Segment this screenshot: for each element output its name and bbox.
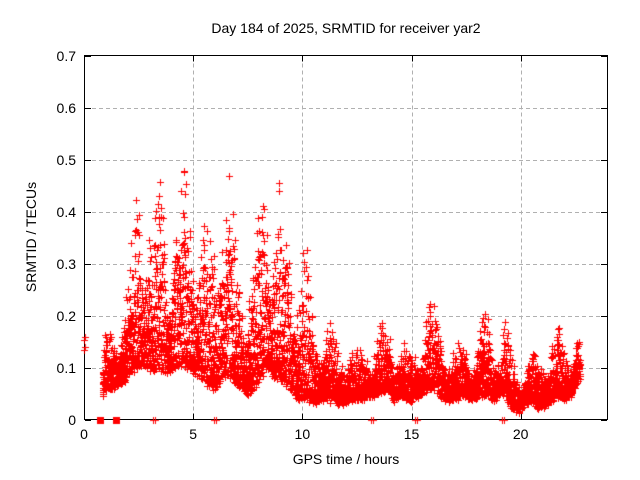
y-tick-label: 0.2 bbox=[56, 307, 76, 324]
y-tick-label: 0.1 bbox=[56, 359, 76, 376]
y-tick-label: 0.7 bbox=[56, 47, 76, 64]
y-tick-label: 0.4 bbox=[56, 203, 76, 220]
y-tick-label: 0.5 bbox=[56, 151, 76, 168]
y-tick-label: 0.6 bbox=[56, 99, 76, 116]
x-tick-label: 0 bbox=[80, 426, 88, 442]
x-tick-label: 10 bbox=[294, 426, 311, 442]
x-tick-label: 15 bbox=[403, 426, 420, 442]
y-tick-label: 0.3 bbox=[56, 255, 76, 272]
x-tick-label: 20 bbox=[512, 426, 529, 442]
x-axis-label: GPS time / hours bbox=[292, 451, 400, 467]
y-axis-label: SRMTID / TECUs bbox=[23, 181, 39, 293]
chart-title: Day 184 of 2025, SRMTID for receiver yar… bbox=[211, 20, 481, 36]
x-tick-label: 5 bbox=[189, 426, 198, 442]
y-tick-label: 0 bbox=[68, 411, 76, 428]
